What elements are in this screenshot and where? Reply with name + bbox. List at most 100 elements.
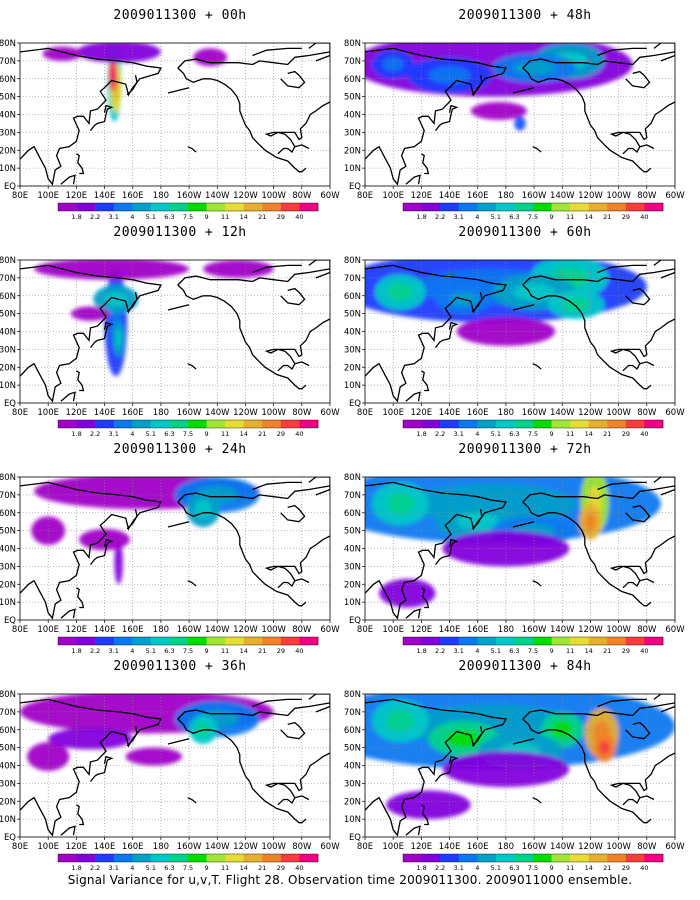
x-tick-label: 120W: [578, 191, 603, 201]
colorbar-swatch: [458, 854, 478, 862]
colorbar-frame: [402, 419, 664, 429]
colorbar-label: 1.8: [71, 430, 81, 438]
colorbar-swatch: [206, 637, 226, 645]
coastline: [89, 538, 114, 565]
coastline: [639, 578, 655, 584]
colorbar-label: 11: [566, 213, 574, 221]
colorbar-label: 29: [622, 213, 630, 221]
y-tick-label: 20N: [344, 797, 361, 807]
colorbar-label: 4: [130, 864, 134, 872]
coastline: [471, 509, 483, 530]
colorbar-label: 2.2: [90, 864, 100, 872]
colorbar-swatch: [607, 420, 627, 428]
colorbar-label: 29: [277, 864, 285, 872]
x-tick-label: 120E: [66, 842, 88, 852]
colorbar-swatch: [280, 420, 300, 428]
coastline: [522, 284, 652, 390]
coastline: [609, 318, 675, 372]
y-tick-label: 60N: [0, 292, 16, 302]
x-tick-label: 160W: [522, 842, 547, 852]
variance-blob: [42, 46, 82, 61]
colorbar-swatch: [243, 420, 263, 428]
variance-blob-core: [512, 60, 556, 76]
colorbar-swatch: [403, 203, 422, 211]
coastline: [294, 795, 310, 801]
y-tick-label: 80N: [344, 473, 361, 483]
colorbar-swatch: [150, 420, 170, 428]
y-tick-label: 30N: [344, 345, 361, 355]
colorbar-label: 3.1: [109, 864, 119, 872]
coastline: [187, 580, 197, 587]
x-tick-label: 160E: [467, 191, 489, 201]
colorbar-swatch: [625, 420, 645, 428]
colorbar-label: 6.3: [164, 864, 174, 872]
colorbar-label: 6.3: [509, 647, 519, 655]
coastline: [653, 260, 675, 279]
y-tick-label: 30N: [344, 128, 361, 138]
colorbar-swatch: [299, 420, 319, 428]
colorbar-swatch: [440, 854, 460, 862]
variance-blob: [203, 260, 274, 278]
y-tick-label: 40N: [344, 762, 361, 772]
colorbar-label: 9: [205, 864, 209, 872]
colorbar-label: 7.5: [183, 430, 193, 438]
coastline: [264, 535, 330, 589]
colorbar-label: 40: [640, 647, 648, 655]
colorbar-swatch: [113, 203, 133, 211]
colorbar-label: 11: [566, 430, 574, 438]
x-tick-label: 140W: [550, 191, 575, 201]
variance-blob: [27, 742, 70, 771]
x-tick-label: 180: [498, 842, 514, 852]
colorbar-swatch: [132, 203, 152, 211]
coastline: [126, 726, 138, 747]
coastline: [126, 509, 138, 530]
colorbar-swatch: [150, 203, 170, 211]
y-tick-label: EQ: [349, 182, 361, 192]
x-tick-label: 160E: [122, 408, 144, 418]
panel-p84: 2009011300 + 84h 80E 100E 120E 140E 160E 180 1…: [344, 659, 695, 872]
y-tick-label: 50N: [0, 310, 16, 320]
y-tick-label: 80N: [344, 690, 361, 700]
variance-blob: [125, 747, 183, 766]
colorbar-swatch: [458, 637, 478, 645]
colorbar-label: 6.3: [164, 430, 174, 438]
colorbar-swatch: [243, 854, 263, 862]
colorbar-label: 14: [240, 213, 248, 221]
coastline: [20, 47, 162, 186]
colorbar-swatch: [95, 637, 115, 645]
colorbar-swatch: [76, 854, 96, 862]
y-tick-label: 50N: [344, 527, 361, 537]
panel-p72: 2009011300 + 72h 80E 100E 120E 140E 160E 180 1…: [344, 442, 695, 655]
colorbar-label: 5.1: [491, 430, 501, 438]
colorbar-swatch: [551, 637, 571, 645]
colorbar-label: 4: [475, 647, 479, 655]
coastline: [177, 702, 330, 720]
x-tick-label: 100E: [37, 408, 59, 418]
colorbar-label: 1.8: [71, 864, 81, 872]
colorbar-swatch: [403, 854, 422, 862]
colorbar-label: 29: [277, 647, 285, 655]
colorbar-label: 21: [603, 213, 611, 221]
colorbar-swatch: [243, 637, 263, 645]
coastlines: [365, 260, 675, 403]
coastline: [597, 481, 647, 491]
coastline: [76, 587, 85, 609]
colorbar-swatch: [533, 854, 552, 862]
coastline: [522, 268, 675, 286]
colorbar-label: 2.2: [90, 430, 100, 438]
colorbar-swatch: [477, 420, 497, 428]
colorbar-swatch: [477, 203, 497, 211]
coastline: [365, 481, 507, 620]
coastline: [20, 264, 162, 403]
coastline: [177, 284, 307, 390]
gridlines: [20, 694, 330, 837]
colorbar-label: 21: [603, 864, 611, 872]
colorbar-swatch: [588, 203, 608, 211]
coastline: [512, 304, 535, 311]
colorbar-label: 5.1: [146, 647, 156, 655]
coastline: [365, 698, 507, 837]
variance-blob: [193, 48, 228, 67]
y-tick-label: 80N: [344, 39, 361, 49]
colorbar-swatch: [132, 854, 152, 862]
colorbar-swatch: [299, 203, 319, 211]
